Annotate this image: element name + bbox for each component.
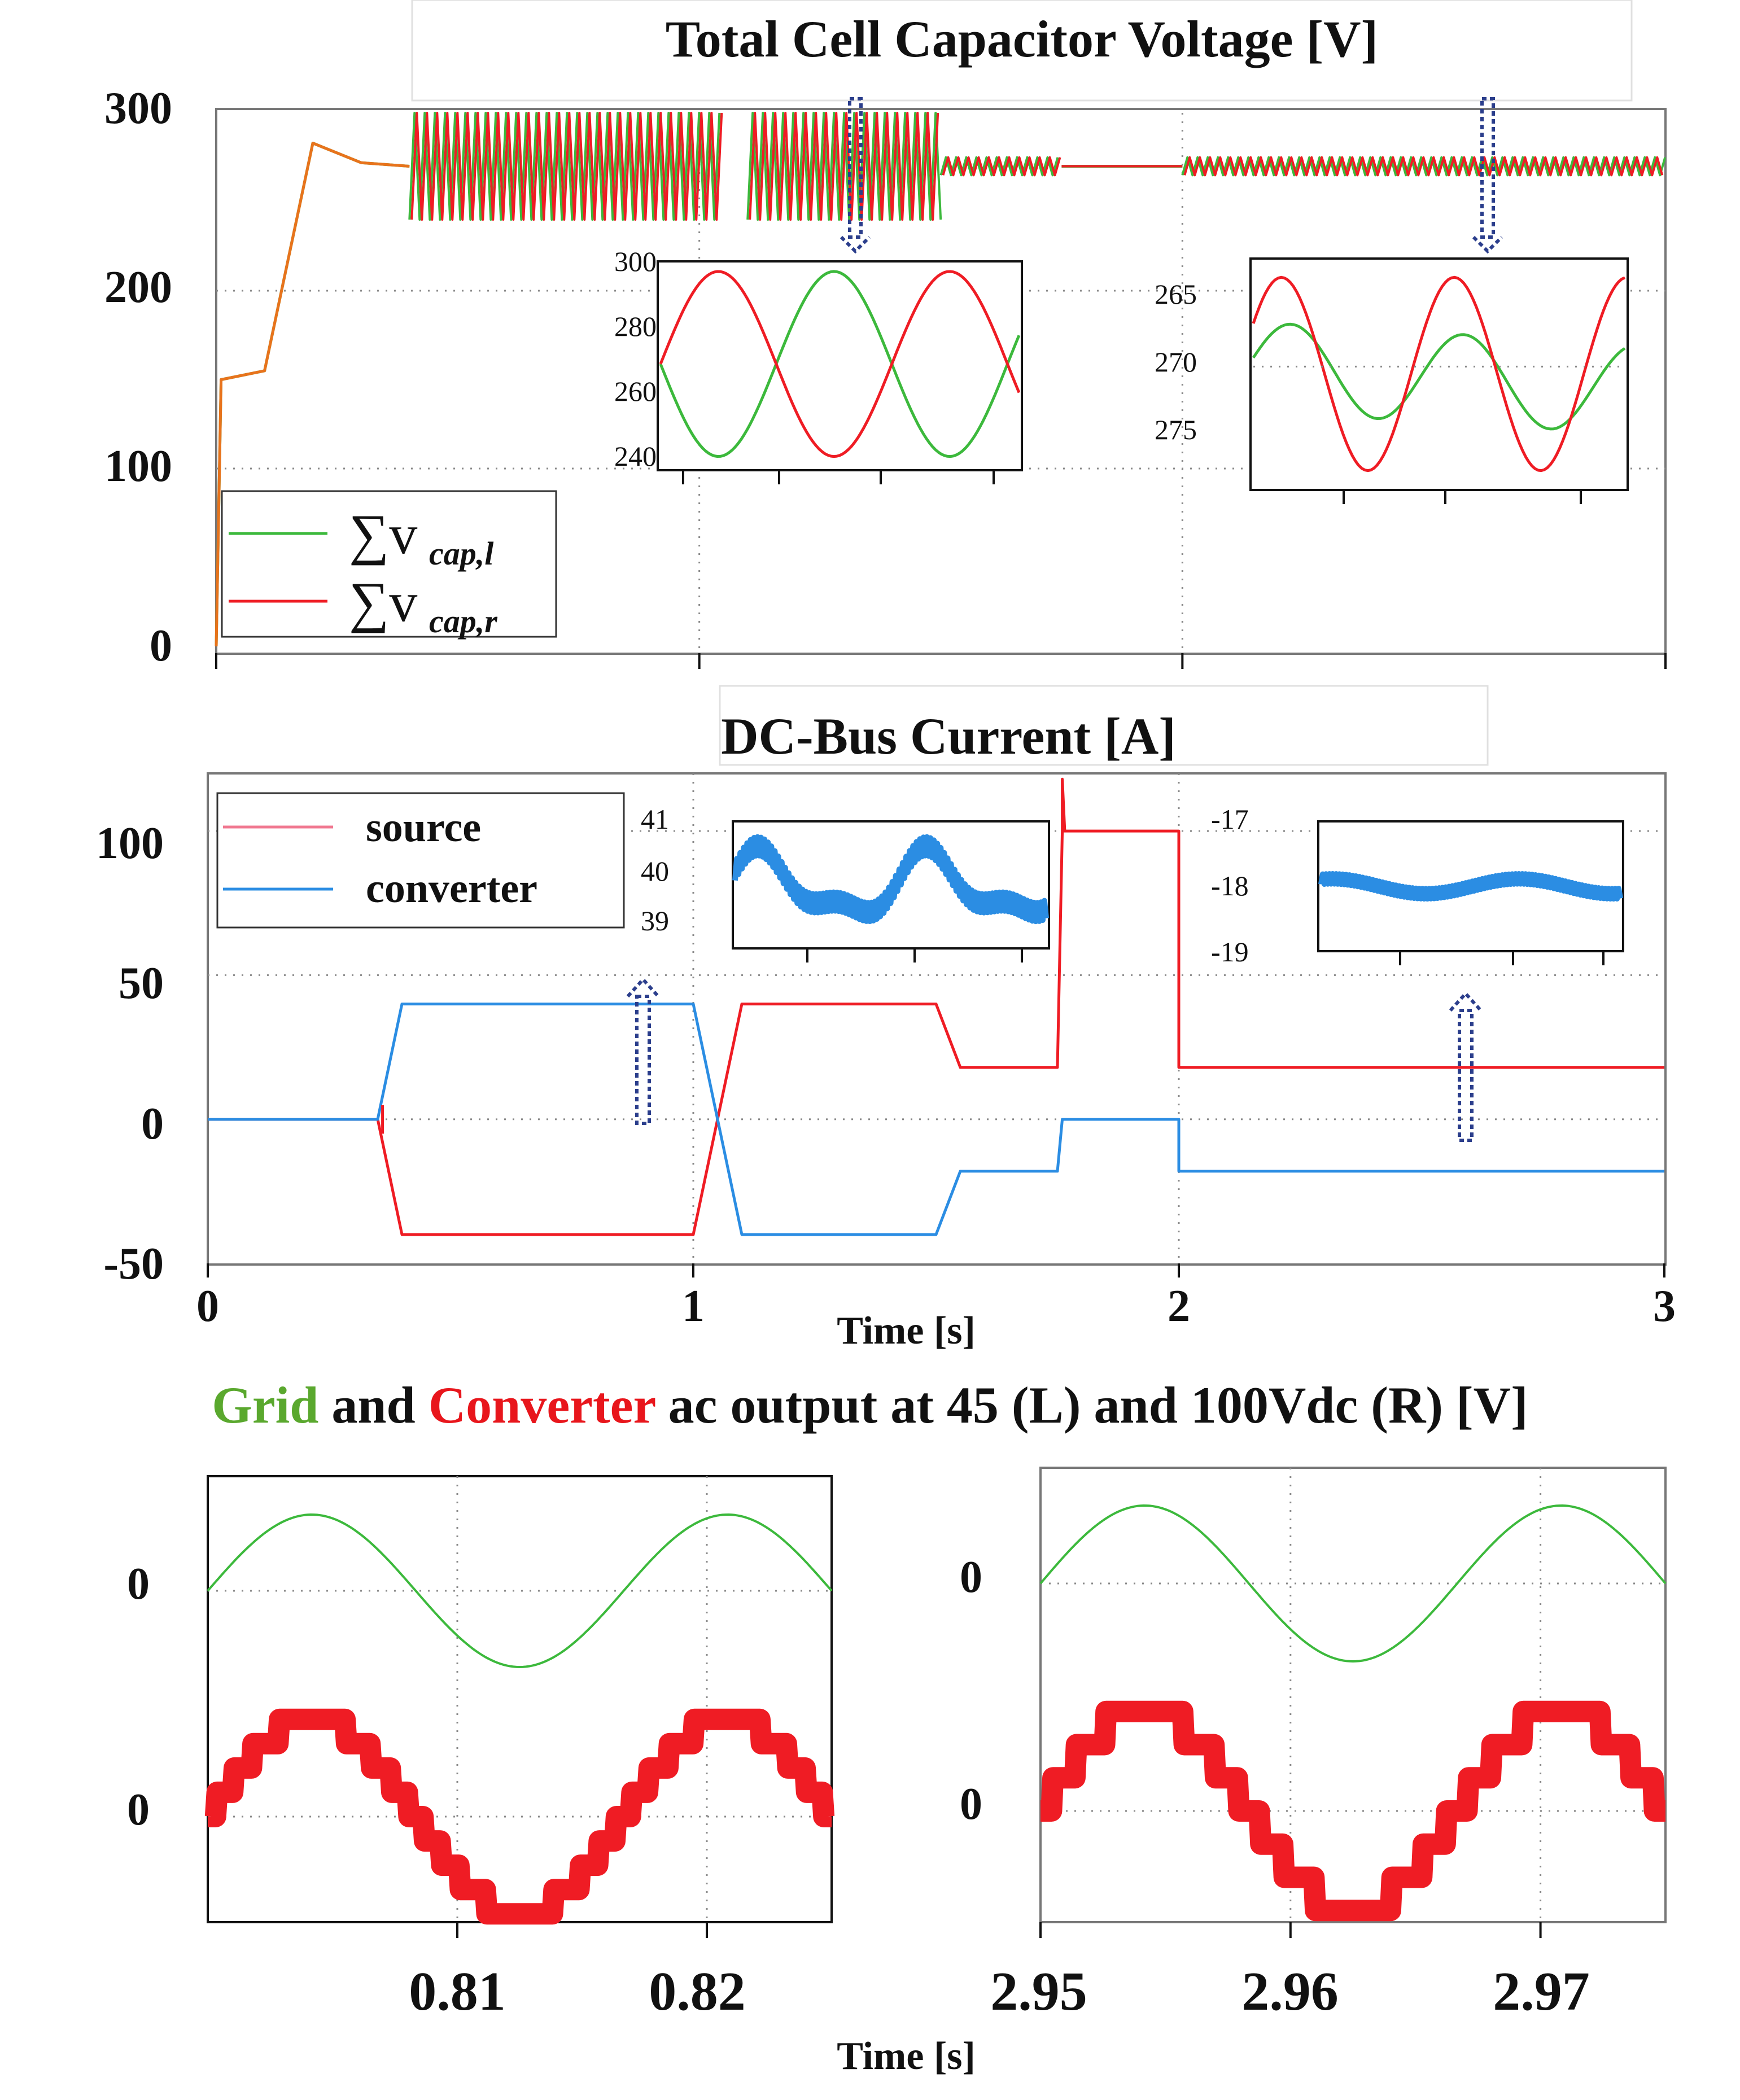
chart1-title: Total Cell Capacitor Voltage [V] (666, 10, 1378, 68)
chart2-arrow-left (626, 977, 660, 1125)
chart1-inset-right-ytick: 275 (1155, 414, 1197, 445)
chart2-inset-left-ytick: 40 (641, 855, 669, 887)
chart1-arrow-left (840, 97, 871, 254)
chart3-title: Grid and Converter ac output at 45 (L) a… (212, 1376, 1528, 1434)
series-cap-r-band (410, 112, 723, 221)
series-converter-output (198, 1708, 841, 1925)
chart3-x-axis-label: Time [s] (837, 2035, 976, 2078)
chart3-left-grid (208, 1476, 832, 1938)
chart2-inset-right: -17 -18 -19 (1211, 803, 1624, 968)
chart3-title-rest: ac output at 45 (L) and 100Vdc (R) [V] (655, 1376, 1528, 1434)
legend-subscript-r: cap,r (429, 603, 497, 640)
chart1-inset-right-ytick: 270 (1155, 346, 1197, 378)
chart1-ytick-label: 200 (104, 262, 172, 312)
series-grid-voltage (1039, 1504, 1667, 1663)
chart1-inset-right-series (1252, 275, 1626, 504)
chart3-right-series (1031, 1504, 1675, 1922)
series-cap-r-startup (215, 142, 410, 647)
chart3-right-plot-area (1039, 1467, 1667, 1923)
chart1-series (215, 112, 1667, 647)
chart2-ytick-label: 100 (96, 819, 164, 868)
dc-bus-current-chart: DC-Bus Current [A] -50 0 50 100 0 1 2 3 … (96, 685, 1676, 1353)
chart1-ytick-label: 100 (104, 441, 172, 491)
chart3-left-series (198, 1513, 841, 1925)
chart3-right-xtick-label: 2.95 (990, 1961, 1087, 2022)
chart1-ytick-label: 300 (104, 84, 172, 133)
chart1-inset-left-ytick: 240 (614, 440, 657, 472)
chart2-xtick-label: 1 (682, 1281, 705, 1331)
chart2-series (208, 777, 1664, 1236)
series-converter-output (1031, 1700, 1675, 1922)
chart1-title-box (411, 0, 1633, 102)
inset-series-green (659, 270, 1021, 458)
chart2-inset-left: 41 40 39 (641, 803, 1050, 963)
series-cap-r-band (942, 156, 1061, 177)
legend-label-converter: converter (366, 865, 537, 912)
chart3-title-and: and (318, 1376, 428, 1434)
chart3-title-converter: Converter (429, 1376, 655, 1434)
chart2-xtick-label: 2 (1168, 1281, 1190, 1331)
chart3-right-ytick-label: 0 (960, 1779, 982, 1829)
chart1-legend: ∑v cap,l ∑v cap,r (221, 490, 557, 640)
chart3-right-grid (1039, 1468, 1665, 1938)
chart2-legend: source converter (216, 792, 625, 929)
chart1-inset-left: 300 280 260 240 (614, 246, 1023, 484)
chart1-inset-right-ytick: 265 (1155, 278, 1197, 310)
chart1-inset-left-series (659, 270, 1021, 484)
legend-subscript-l: cap,l (429, 535, 494, 572)
chart2-ytick-label: 0 (141, 1099, 164, 1149)
chart3-right-xtick-label: 2.96 (1241, 1961, 1339, 2022)
series-cap-r-band (1183, 156, 1664, 177)
legend-label-source: source (366, 804, 481, 851)
chart2-ytick-label: 50 (119, 959, 164, 1008)
chart3-left-xtick-label: 0.81 (409, 1961, 506, 2022)
chart2-inset-right-series (1318, 871, 1623, 965)
inset-series-red (1252, 275, 1626, 473)
chart3-title-grid: Grid (212, 1376, 318, 1434)
chart1-inset-left-ytick: 260 (614, 375, 657, 407)
series-grid-voltage (207, 1513, 833, 1668)
chart2-x-axis-label: Time [s] (837, 1309, 976, 1353)
inset-series-converter (732, 834, 1049, 925)
chart2-y-ticks: -50 0 50 100 (96, 819, 164, 1289)
chart3-right-xtick-label: 2.97 (1493, 1961, 1590, 2022)
series-cap-r-band (749, 112, 939, 221)
ac-output-chart: Grid and Converter ac output at 45 (L) a… (127, 1376, 1675, 2078)
chart2-inset-right-ytick: -19 (1211, 936, 1249, 968)
legend-sum-symbol: ∑v (349, 571, 417, 633)
chart2-inset-right-ytick: -18 (1211, 870, 1249, 902)
chart1-arrow-right (1472, 97, 1503, 254)
chart2-title-box (719, 685, 1489, 766)
series-source-spike (1061, 777, 1066, 832)
chart2-inset-right-ytick: -17 (1211, 803, 1249, 835)
chart2-xtick-label: 3 (1653, 1281, 1676, 1331)
inset-series-red (659, 270, 1021, 458)
chart1-inset-left-ytick: 280 (614, 310, 657, 342)
chart2-inset-left-ytick: 39 (641, 905, 669, 937)
chart3-left-plot-area (207, 1475, 833, 1923)
chart2-inset-left-series (732, 834, 1049, 963)
chart1-y-ticks: 0 100 200 300 (104, 84, 172, 671)
capacitor-voltage-chart: Total Cell Capacitor Voltage [V] 0 100 2… (104, 0, 1667, 671)
chart2-xtick-label: 0 (196, 1281, 219, 1331)
chart1-grid (215, 113, 1667, 669)
chart3-left-ytick-label: 0 (127, 1785, 150, 1835)
chart2-title: DC-Bus Current [A] (721, 707, 1176, 765)
chart2-ytick-label: -50 (103, 1239, 164, 1289)
chart3-left-ytick-label: 0 (127, 1559, 150, 1609)
chart2-x-ticks: 0 1 2 3 (196, 1281, 1676, 1331)
series-source (208, 829, 1664, 1236)
chart2-inset-left-ytick: 41 (641, 803, 669, 835)
chart3-right-ytick-label: 0 (960, 1552, 982, 1602)
inset-series-converter (1318, 871, 1623, 902)
chart1-ytick-label: 0 (150, 621, 172, 671)
chart1-inset-left-ytick: 300 (614, 246, 657, 277)
legend-sum-symbol: ∑v (349, 503, 417, 566)
chart3-left-xtick-label: 0.82 (649, 1961, 746, 2022)
series-converter (208, 1003, 1664, 1236)
chart1-inset-right: 265 270 275 (1155, 257, 1629, 504)
